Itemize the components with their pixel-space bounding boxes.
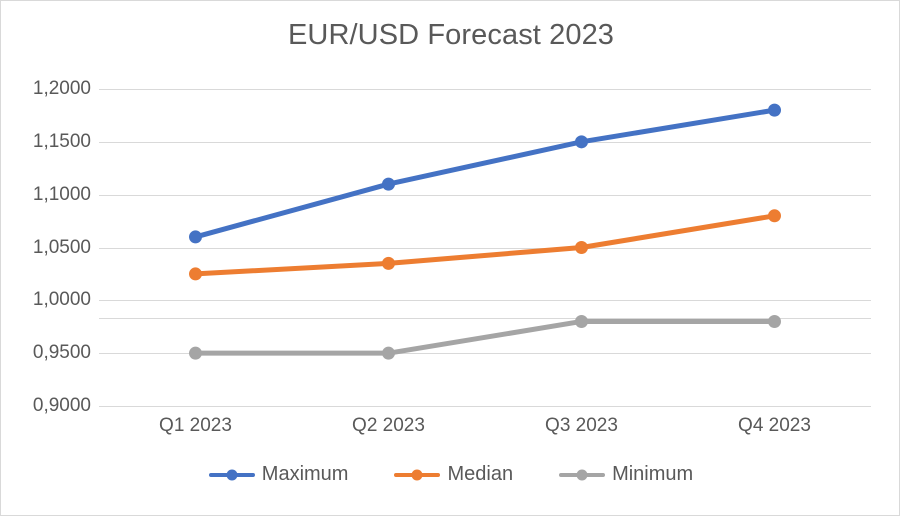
series-maximum bbox=[189, 103, 781, 244]
legend-item-label: Minimum bbox=[612, 463, 694, 485]
data-point-marker bbox=[382, 346, 395, 360]
y-axis-tick-label: 1,1500 bbox=[32, 130, 91, 152]
y-axis: 1,2000 1,1500 1,1000 1,0500 1,0000 0,9500 0,90… bbox=[1, 78, 91, 416]
gridline bbox=[99, 353, 871, 355]
x-axis-tick-label: Q1 2023 bbox=[159, 415, 232, 436]
y-axis-tick-label: 0,9500 bbox=[32, 342, 91, 364]
gridline bbox=[99, 89, 871, 90]
y-axis-tick-label: 0,9000 bbox=[32, 395, 91, 416]
plot-area bbox=[99, 89, 871, 407]
gridline bbox=[99, 141, 871, 143]
legend-item-median[interactable]: Median bbox=[394, 463, 513, 486]
series-line bbox=[193, 318, 777, 356]
data-point-marker bbox=[768, 103, 781, 117]
legend-marker-icon bbox=[208, 467, 255, 483]
legend-item-label: Median bbox=[447, 463, 514, 485]
data-point-marker bbox=[382, 256, 395, 270]
legend-marker-icon bbox=[394, 467, 441, 483]
x-axis-line bbox=[99, 318, 871, 319]
gridline bbox=[99, 194, 871, 196]
gridline bbox=[99, 300, 871, 302]
x-axis: Q1 2023 Q2 2023 Q3 2023 Q4 2023 bbox=[99, 415, 871, 445]
legend-item-minimum[interactable]: Minimum bbox=[559, 463, 693, 486]
legend-item-maximum[interactable]: Maximum bbox=[208, 463, 349, 486]
legend-item-label: Maximum bbox=[261, 463, 349, 485]
data-point-marker bbox=[575, 135, 588, 149]
y-axis-tick-label: 1,0500 bbox=[32, 236, 91, 258]
data-point-marker bbox=[768, 314, 781, 328]
data-point-marker bbox=[768, 209, 781, 223]
data-point-marker bbox=[575, 241, 588, 254]
series-minimum bbox=[189, 314, 781, 360]
data-point-marker bbox=[382, 177, 395, 191]
data-point-marker bbox=[189, 346, 202, 360]
gridline bbox=[99, 247, 871, 249]
gridline bbox=[99, 406, 871, 407]
data-point-marker bbox=[189, 230, 202, 244]
x-axis-tick-label: Q2 2023 bbox=[352, 415, 425, 436]
data-point-marker bbox=[575, 314, 588, 328]
y-axis-tick-label: 1,2000 bbox=[32, 78, 91, 99]
legend-marker-icon bbox=[559, 467, 606, 483]
series-layer bbox=[189, 103, 781, 360]
series-line bbox=[193, 107, 777, 240]
series-median bbox=[189, 209, 781, 281]
series-line bbox=[193, 213, 777, 277]
chart-legend: Maximum Median Minimum bbox=[1, 463, 899, 486]
data-point-marker bbox=[189, 267, 202, 281]
y-axis-tick-label: 1,0000 bbox=[32, 289, 91, 311]
chart-title: EUR/USD Forecast 2023 bbox=[287, 19, 615, 51]
x-axis-tick-label: Q4 2023 bbox=[738, 415, 811, 436]
x-axis-tick-label: Q3 2023 bbox=[545, 415, 618, 436]
y-axis-tick-label: 1,1000 bbox=[32, 183, 91, 205]
